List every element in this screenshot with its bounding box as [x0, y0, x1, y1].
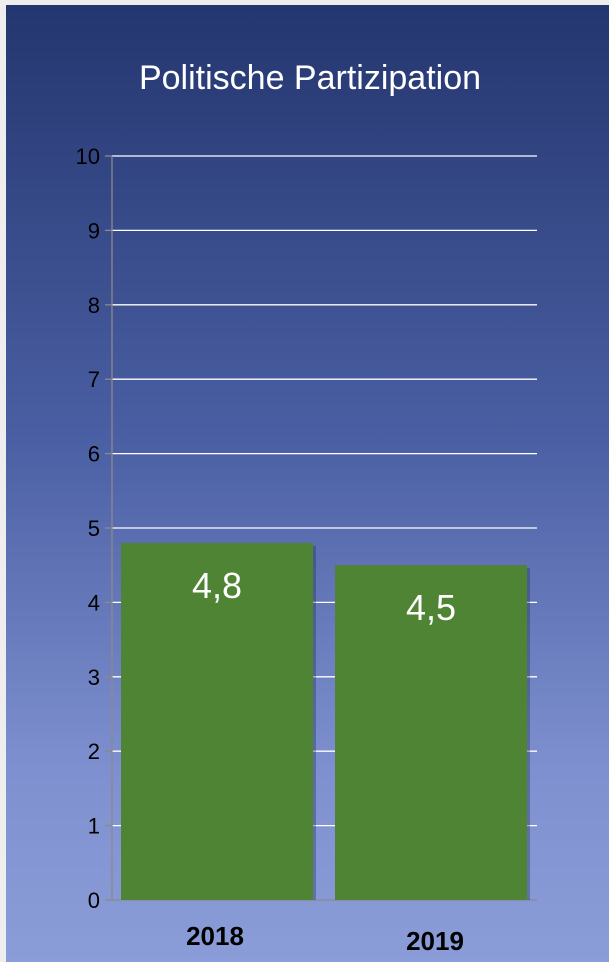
- value-label-2018: 4,8: [192, 565, 242, 606]
- y-tick-labels: 0 1 2 3 4 5 6 7 8 9 10: [76, 144, 100, 913]
- y-tick-label-4: 4: [88, 590, 100, 615]
- value-label-2019: 4,5: [406, 587, 456, 628]
- y-tick-label-5: 5: [88, 516, 100, 541]
- axes: [105, 155, 113, 901]
- y-tick-label-9: 9: [88, 218, 100, 243]
- chart-title: Politische Partizipation: [139, 59, 481, 97]
- chart-frame: Politische Partizipation 0 1 2 3 4 5 6 7 8 9 10 20…: [6, 5, 609, 962]
- y-tick-label-10: 10: [76, 144, 100, 169]
- x-category-labels: 2018 2019: [186, 921, 464, 956]
- x-category-label-2018: 2018: [186, 921, 244, 951]
- y-tick-label-6: 6: [88, 442, 100, 467]
- y-tick-label-8: 8: [88, 293, 100, 318]
- x-category-label-2019: 2019: [406, 926, 464, 956]
- y-tick-label-0: 0: [88, 888, 100, 913]
- bar-2019: [335, 565, 527, 900]
- bars: [121, 542, 530, 900]
- bar-2018: [121, 542, 313, 900]
- y-tick-label-2: 2: [88, 739, 100, 764]
- y-tick-label-7: 7: [88, 367, 100, 392]
- bar-chart: Politische Partizipation 0 1 2 3 4 5 6 7 8 9 10 20…: [76, 59, 537, 956]
- value-labels: 4,8 4,5: [192, 565, 456, 628]
- y-tick-label-3: 3: [88, 665, 100, 690]
- y-tick-label-1: 1: [88, 814, 100, 839]
